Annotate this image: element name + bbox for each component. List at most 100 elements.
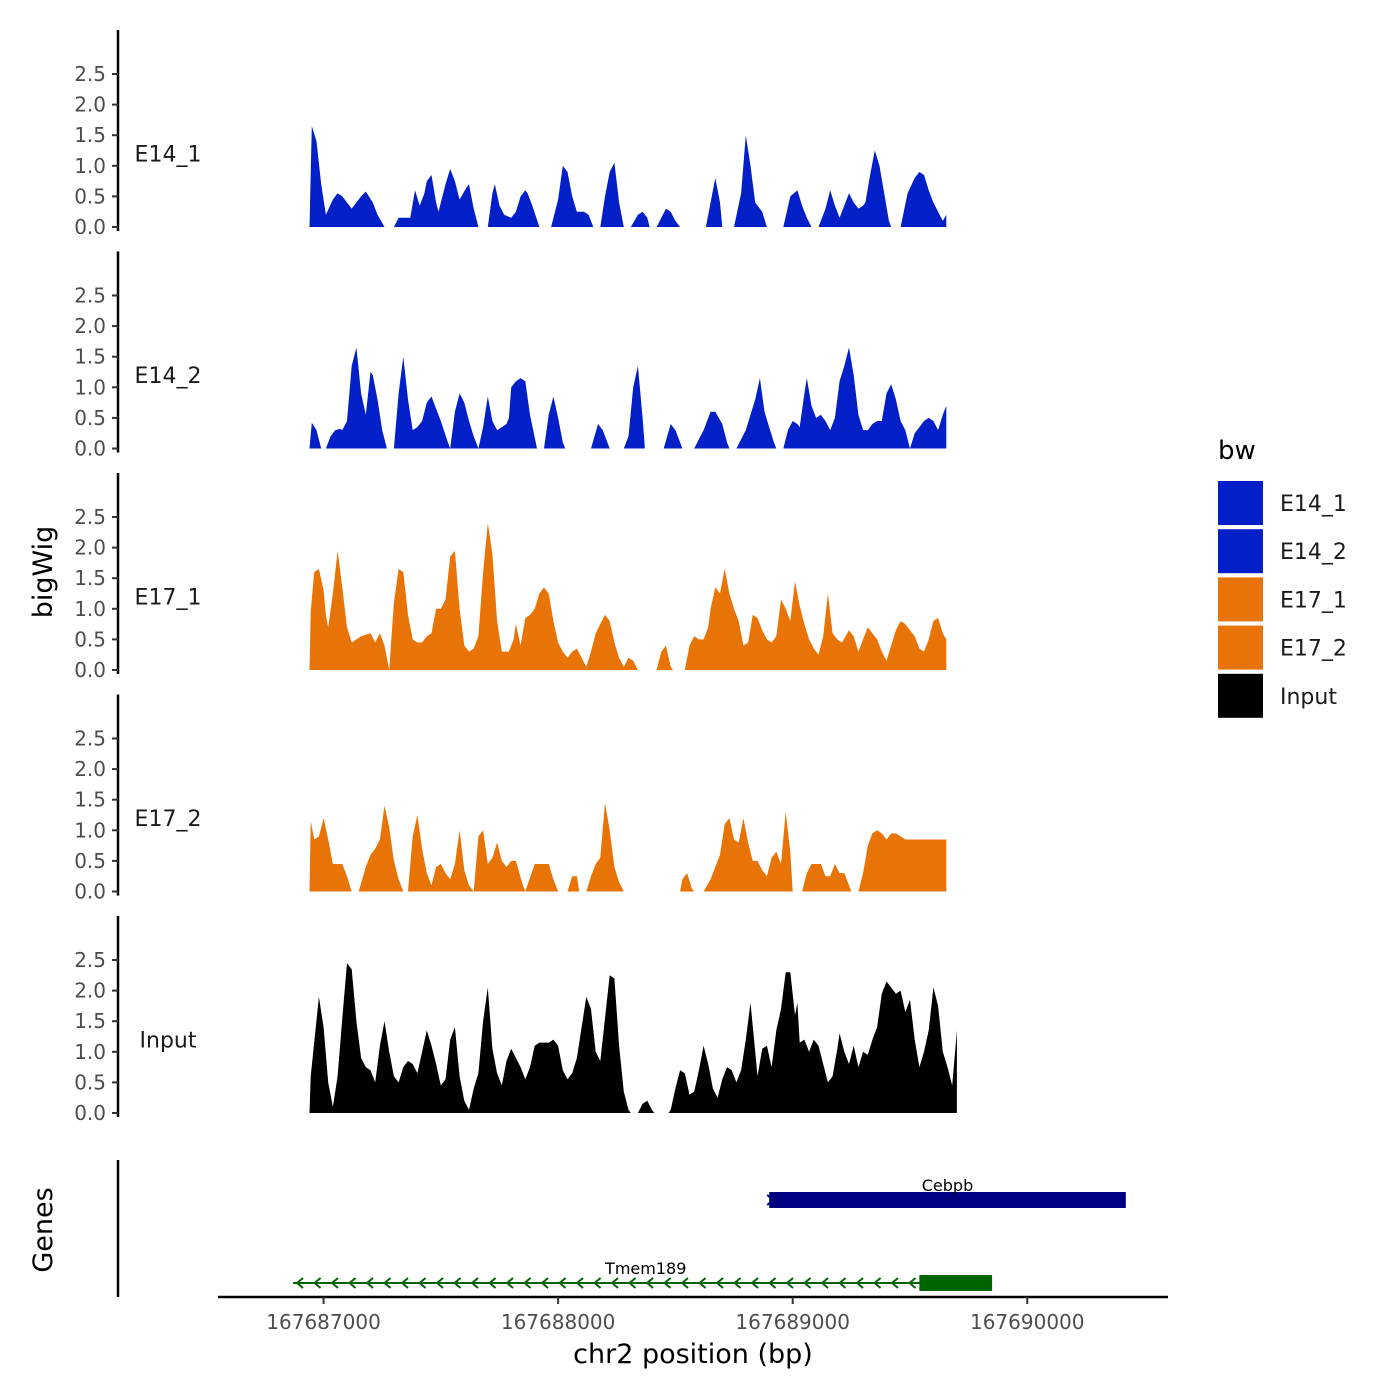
legend-label: E14_2 — [1280, 540, 1347, 565]
y-tick-label: 0.0 — [74, 880, 106, 904]
y-tick-label: 2.0 — [74, 979, 106, 1003]
x-axis-title: chr2 position (bp) — [573, 1339, 813, 1370]
y-tick-label: 1.0 — [74, 375, 106, 399]
legend-swatch — [1218, 529, 1263, 574]
track-e17-1: 0.0 0.5 1.0 1.5 2.0 2.5 E17_1 — [74, 473, 947, 682]
strand-arrow — [785, 1277, 794, 1289]
strand-arrow — [417, 1277, 427, 1289]
x-tick-label: 167690000 — [970, 1310, 1085, 1334]
strand-arrow — [697, 1277, 707, 1289]
y-tick-label: 2.0 — [74, 757, 106, 781]
strand-arrow — [767, 1277, 777, 1289]
legend-label: E14_1 — [1280, 492, 1347, 517]
legend-item: E17_1 — [1218, 577, 1347, 622]
strand-arrow — [610, 1277, 619, 1289]
strand-arrow — [540, 1277, 549, 1289]
y-tick-label: 0.5 — [74, 184, 106, 208]
legend: E14_1 E14_2 E17_1 E17_2 Input — [1218, 481, 1347, 718]
legend-swatch — [1218, 673, 1263, 718]
x-tick-label: 167689000 — [735, 1310, 850, 1334]
strand-arrow — [522, 1277, 532, 1289]
strand-arrow — [347, 1277, 357, 1289]
track-label: E14_2 — [135, 364, 202, 389]
y-axis-title: bigWig — [28, 526, 59, 619]
strand-arrow — [802, 1277, 812, 1289]
legend-swatch — [1218, 481, 1263, 525]
gene-label: Cebpb — [922, 1176, 973, 1195]
y-tick-label: 0.0 — [74, 658, 106, 682]
legend-label: Input — [1280, 685, 1337, 710]
track-e14-1: 0.0 0.5 1.0 1.5 2.0 2.5 E14_1 — [74, 30, 947, 239]
gene-cds-block — [769, 1192, 1126, 1208]
strand-arrow — [400, 1277, 409, 1289]
strand-arrow — [732, 1277, 742, 1289]
y-tick-label: 2.5 — [74, 62, 106, 86]
y-tick-label: 1.5 — [74, 788, 106, 812]
track-label: E17_1 — [135, 586, 202, 611]
x-tick-label: 167688000 — [501, 1310, 616, 1334]
y-tick-label: 2.5 — [74, 505, 106, 529]
strand-arrow — [872, 1277, 882, 1289]
x-axis: 167687000 167688000 167689000 167690000 — [218, 1295, 1168, 1334]
legend-title: bw — [1218, 436, 1256, 466]
y-tick-label: 1.0 — [74, 818, 106, 842]
strand-arrow — [452, 1277, 462, 1289]
strand-arrow — [330, 1277, 339, 1289]
y-tick-label: 1.0 — [74, 154, 106, 178]
gene-tmem189: Tmem189 — [293, 1259, 993, 1291]
legend-label: E17_1 — [1280, 588, 1347, 613]
strand-arrow — [715, 1277, 724, 1289]
strand-arrow — [592, 1277, 602, 1289]
strand-arrow — [382, 1277, 392, 1289]
strand-arrow — [907, 1277, 917, 1289]
strand-arrow — [575, 1277, 584, 1289]
y-tick-label: 1.0 — [74, 597, 106, 621]
y-tick-label: 0.5 — [74, 406, 106, 430]
strand-arrow — [750, 1277, 759, 1289]
strand-arrow — [890, 1277, 899, 1289]
strand-arrow — [470, 1277, 479, 1289]
y-tick-label: 1.5 — [74, 345, 106, 369]
strand-arrow — [837, 1277, 847, 1289]
y-tick-label: 2.5 — [74, 948, 106, 972]
legend-swatch — [1218, 577, 1263, 622]
strand-arrow — [295, 1277, 304, 1289]
y-tick-label: 2.0 — [74, 314, 106, 338]
x-tick-label: 167687000 — [266, 1310, 381, 1334]
coverage-area — [309, 523, 947, 670]
strand-arrow — [820, 1277, 829, 1289]
legend-swatch — [1218, 625, 1263, 670]
track-label: E14_1 — [135, 143, 202, 168]
y-tick-label: 1.0 — [74, 1040, 106, 1064]
legend-item: E14_1 — [1218, 481, 1347, 525]
y-tick-label: 0.0 — [74, 437, 106, 461]
strand-arrow — [365, 1277, 374, 1289]
strand-arrow — [505, 1277, 514, 1289]
coverage-area — [309, 963, 957, 1113]
legend-item: E14_2 — [1218, 529, 1347, 574]
strand-arrow — [487, 1277, 497, 1289]
strand-arrow — [680, 1277, 689, 1289]
coverage-area — [309, 126, 947, 227]
gene-cebpb: Cebpb — [766, 1176, 1126, 1208]
y-tick-label: 0.0 — [74, 215, 106, 239]
legend-item: E17_2 — [1218, 625, 1347, 670]
y-tick-label: 2.5 — [74, 727, 106, 751]
coverage-area — [309, 802, 947, 892]
gene-cds-block — [919, 1275, 993, 1291]
y-tick-label: 0.5 — [74, 849, 106, 873]
y-tick-label: 0.0 — [74, 1101, 106, 1125]
track-e17-2: 0.0 0.5 1.0 1.5 2.0 2.5 E17_2 — [74, 694, 947, 904]
tracks-layer: 0.0 0.5 1.0 1.5 2.0 2.5 E14_1 0.0 0.5 1.0 1.5 2.0 2.… — [74, 30, 957, 1125]
strand-arrow — [627, 1277, 637, 1289]
track-label: Input — [140, 1029, 197, 1054]
y-tick-label: 0.5 — [74, 1070, 106, 1094]
strand-arrow — [645, 1277, 654, 1289]
strand-arrow — [312, 1277, 322, 1289]
track-label: E17_2 — [135, 807, 202, 832]
gene-label: Tmem189 — [604, 1259, 686, 1278]
y-tick-label: 2.0 — [74, 536, 106, 560]
track-e14-2: 0.0 0.5 1.0 1.5 2.0 2.5 E14_2 — [74, 251, 947, 461]
strand-arrow — [435, 1277, 444, 1289]
